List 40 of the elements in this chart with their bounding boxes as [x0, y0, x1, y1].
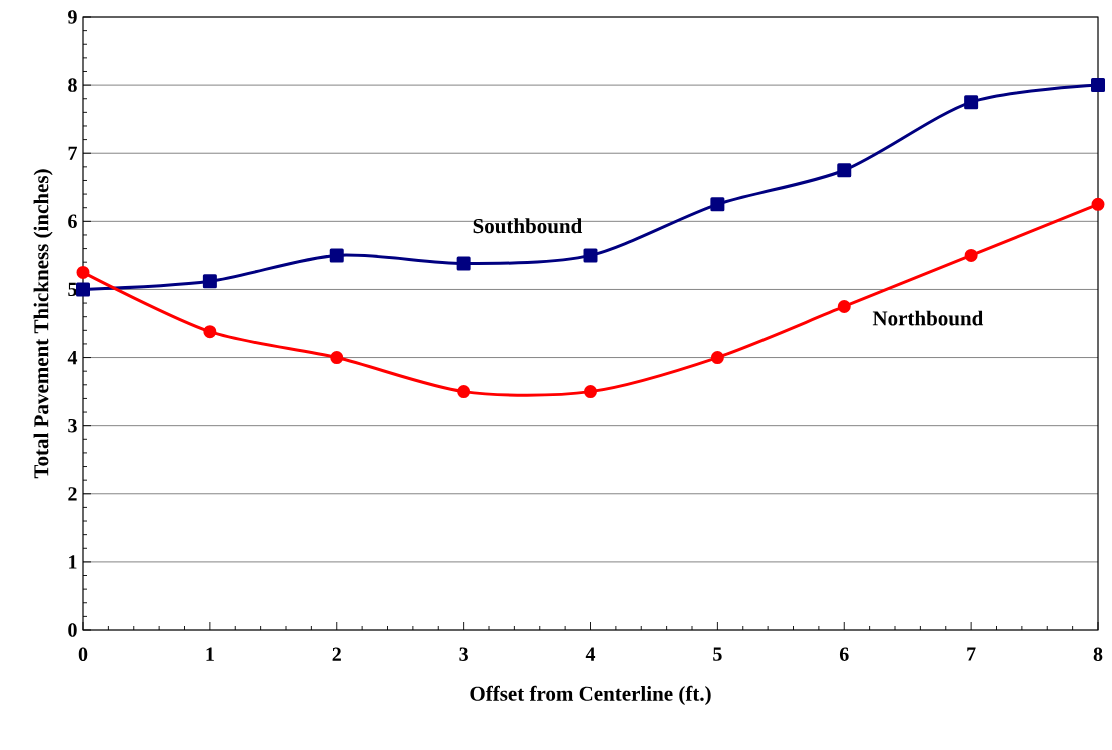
- series-label: Northbound: [872, 310, 984, 326]
- y-tick-label: 0: [68, 623, 77, 637]
- x-tick-label: 1: [206, 647, 214, 661]
- point: [964, 95, 979, 110]
- point: [203, 325, 217, 339]
- point: [457, 385, 471, 399]
- x-tick-label: 0: [78, 647, 88, 662]
- point: [710, 351, 724, 365]
- x-tick-label: 4: [585, 647, 596, 661]
- y-tick-label: 9: [68, 10, 77, 24]
- point: [583, 248, 598, 263]
- point: [329, 248, 344, 263]
- point: [837, 163, 852, 178]
- y-tick-label: 8: [68, 78, 77, 92]
- point: [837, 299, 851, 313]
- point: [710, 197, 725, 212]
- y-tick-label: 6: [68, 214, 77, 229]
- point: [76, 282, 90, 297]
- x-tick-label: 7: [967, 647, 976, 661]
- point: [964, 248, 978, 262]
- series-label: Southbound: [473, 218, 583, 234]
- y-tick-label: 3: [68, 418, 77, 433]
- y-tick-label: 2: [68, 487, 77, 501]
- point: [456, 256, 471, 271]
- x-tick-label: 6: [839, 647, 849, 661]
- point: [1091, 197, 1105, 211]
- y-tick-label: 7: [68, 146, 77, 160]
- y-tick-label: 4: [67, 350, 78, 365]
- x-axis-title: Offset from Centerline (ft.): [470, 685, 711, 706]
- point: [76, 265, 90, 279]
- point: [584, 385, 597, 399]
- x-tick-label: 5: [713, 647, 722, 661]
- x-tick-label: 3: [459, 647, 468, 661]
- point: [202, 274, 217, 289]
- y-tick-label: 1: [69, 555, 77, 569]
- x-tick-label: 2: [332, 647, 341, 661]
- x-tick-label: 8: [1093, 647, 1103, 662]
- point: [1091, 78, 1105, 93]
- y-axis-title: Total Pavement Thickness (inches): [33, 169, 53, 479]
- point: [330, 351, 344, 365]
